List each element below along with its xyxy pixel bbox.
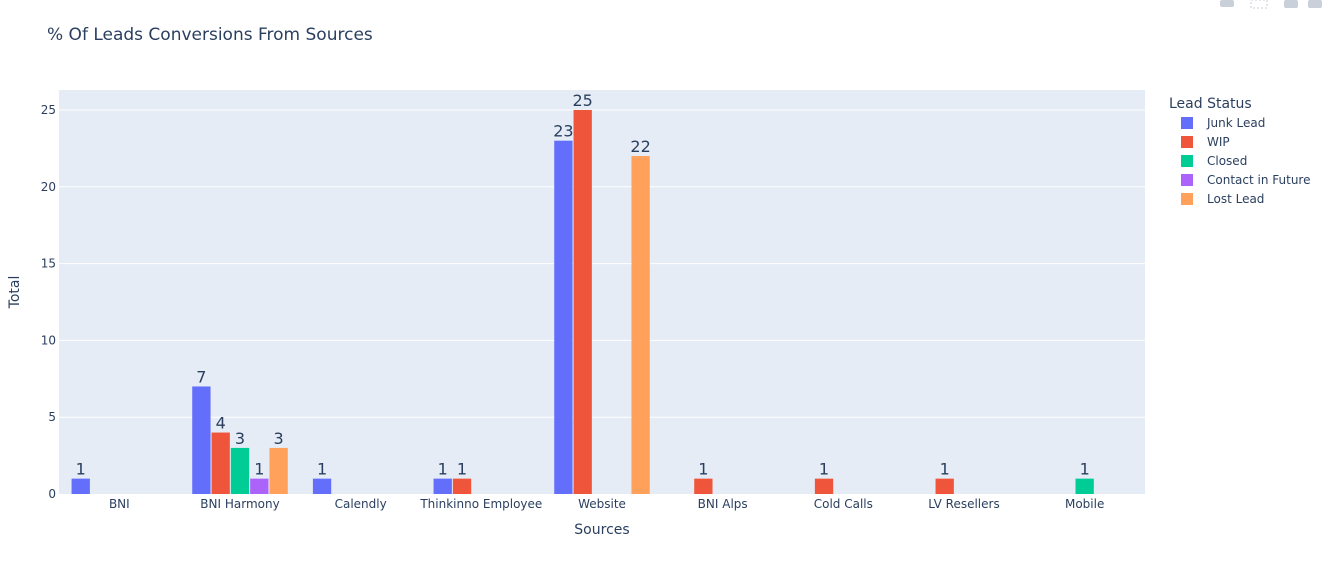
zoom-in-icon[interactable] bbox=[1284, 0, 1298, 8]
legend-swatch[interactable] bbox=[1181, 136, 1193, 148]
bar-value-label: 3 bbox=[235, 429, 245, 448]
legend-swatch[interactable] bbox=[1181, 155, 1193, 167]
bar bbox=[230, 447, 250, 494]
x-tick-label: Mobile bbox=[1065, 497, 1104, 511]
y-axis: 0 5 10 15 20 25 bbox=[41, 103, 56, 501]
legend-item-label[interactable]: Lost Lead bbox=[1207, 192, 1264, 206]
legend-swatch[interactable] bbox=[1181, 174, 1193, 186]
y-axis-title: Total bbox=[7, 276, 23, 310]
bar bbox=[814, 478, 834, 494]
gridlines bbox=[59, 109, 1145, 418]
x-tick-label: LV Resellers bbox=[928, 497, 999, 511]
legend-item-label[interactable]: Closed bbox=[1207, 154, 1247, 168]
bar bbox=[71, 478, 90, 494]
legend-item-label[interactable]: Contact in Future bbox=[1207, 173, 1310, 187]
bar-value-label: 1 bbox=[438, 460, 448, 479]
bar bbox=[433, 478, 452, 494]
legend-swatch[interactable] bbox=[1181, 193, 1193, 205]
bar bbox=[452, 478, 472, 494]
legend: Lead Status Junk Lead WIP Closed Contact in… bbox=[1169, 96, 1310, 206]
x-tick-label: Calendly bbox=[335, 497, 387, 511]
bar-value-label: 23 bbox=[553, 122, 573, 141]
bar bbox=[192, 386, 211, 494]
chart-title: % Of Leads Conversions From Sources bbox=[47, 25, 373, 45]
legend-item-label[interactable]: WIP bbox=[1207, 135, 1230, 149]
bar-value-label: 1 bbox=[317, 460, 327, 479]
bar bbox=[935, 478, 954, 494]
bar-value-label: 4 bbox=[216, 414, 226, 433]
bar bbox=[250, 478, 269, 494]
zoom-out-icon[interactable] bbox=[1308, 0, 1322, 8]
x-tick-label: Thinkinno Employee bbox=[419, 497, 542, 511]
bar-value-label: 1 bbox=[819, 460, 829, 479]
bars bbox=[71, 109, 1094, 495]
bar bbox=[211, 432, 230, 494]
y-tick-label: 15 bbox=[41, 257, 56, 271]
bar bbox=[694, 478, 713, 494]
legend-swatch[interactable] bbox=[1181, 117, 1193, 129]
y-tick-label: 5 bbox=[48, 410, 56, 424]
bar-value-label: 1 bbox=[76, 460, 86, 479]
bar-value-label: 22 bbox=[630, 137, 650, 156]
bar bbox=[1075, 478, 1094, 494]
legend-item-label[interactable]: Junk Lead bbox=[1206, 116, 1265, 130]
bar bbox=[554, 140, 573, 494]
bar bbox=[573, 109, 592, 495]
bar-value-label: 1 bbox=[254, 460, 264, 479]
plot-area bbox=[59, 90, 1145, 494]
x-tick-label: Cold Calls bbox=[814, 497, 873, 511]
legend-title: Lead Status bbox=[1169, 96, 1252, 112]
camera-icon[interactable] bbox=[1220, 0, 1234, 7]
bar bbox=[269, 447, 288, 494]
modebar[interactable] bbox=[1220, 0, 1322, 9]
y-tick-label: 20 bbox=[41, 180, 56, 194]
bar-value-label: 3 bbox=[274, 429, 284, 448]
y-tick-label: 25 bbox=[41, 103, 56, 117]
bar-value-label: 7 bbox=[196, 367, 206, 386]
zoom-box-icon[interactable] bbox=[1250, 0, 1268, 9]
x-tick-label: BNI Harmony bbox=[200, 497, 279, 511]
y-tick-label: 10 bbox=[41, 333, 56, 347]
x-tick-label: BNI bbox=[109, 497, 130, 511]
bar bbox=[631, 156, 650, 495]
y-tick-label: 0 bbox=[48, 487, 56, 501]
bar bbox=[312, 478, 332, 494]
bar-value-label: 1 bbox=[1080, 460, 1090, 479]
x-axis-title: Sources bbox=[574, 522, 629, 538]
x-tick-label: BNI Alps bbox=[698, 497, 748, 511]
x-axis: BNI BNI Harmony Calendly Thinkinno Employee… bbox=[109, 497, 1104, 511]
bar-value-label: 1 bbox=[698, 460, 708, 479]
bar-value-label: 1 bbox=[457, 460, 467, 479]
bar-value-label: 1 bbox=[940, 460, 950, 479]
bar-value-label: 25 bbox=[573, 91, 593, 110]
x-tick-label: Website bbox=[578, 497, 626, 511]
